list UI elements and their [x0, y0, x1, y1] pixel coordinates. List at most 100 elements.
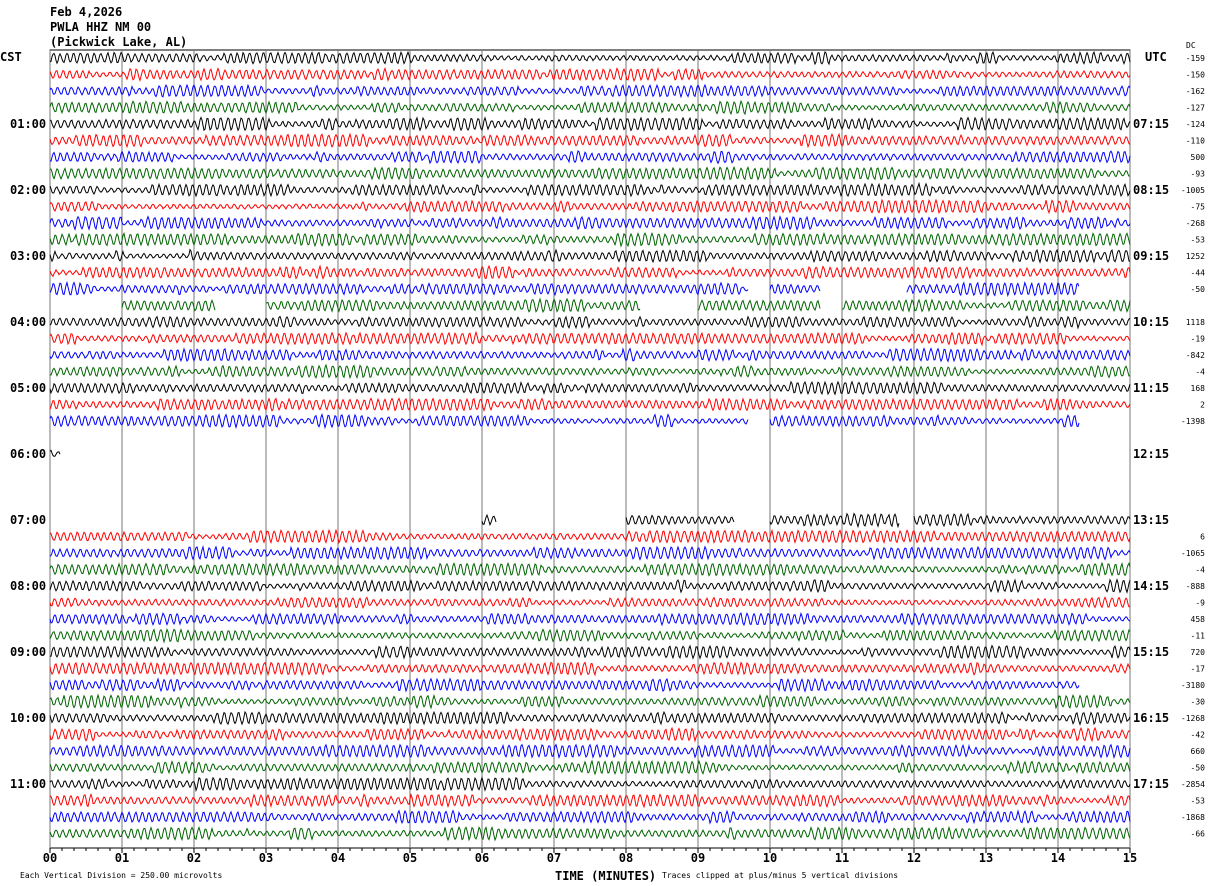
utc-label: UTC	[1145, 50, 1167, 64]
trace-row-12	[49, 248, 1131, 264]
dc-offset-label: -162	[1186, 87, 1205, 96]
trace-row-40	[49, 710, 1131, 726]
trace-row-6	[49, 150, 1131, 165]
dc-offset-label: -150	[1186, 71, 1205, 80]
cst-hour-label: 07:00	[10, 513, 47, 527]
trace-row-42	[49, 743, 1131, 760]
dc-offset-label: 2	[1200, 401, 1205, 410]
trace-row-46	[49, 809, 1131, 825]
trace-row-39	[49, 693, 1131, 710]
dc-offset-label: 720	[1191, 648, 1206, 657]
dc-offset-label: 1252	[1186, 252, 1205, 261]
x-tick-label: 00	[43, 851, 57, 865]
location-label: (Pickwick Lake, AL)	[50, 35, 188, 49]
dc-offset-label: -888	[1186, 582, 1205, 591]
trace-row-43	[49, 759, 1131, 776]
trace-row-17	[49, 330, 1131, 347]
trace-row-34	[49, 611, 1131, 627]
utc-hour-label: 08:15	[1133, 183, 1170, 197]
dc-offset-label: -42	[1191, 731, 1206, 740]
trace-row-5	[49, 132, 1131, 149]
trace-row-0	[49, 50, 1131, 66]
dc-label: DC	[1186, 41, 1196, 50]
cst-label: CST	[0, 50, 22, 64]
dc-offset-label: -93	[1191, 170, 1206, 179]
cst-hour-label: 11:00	[10, 777, 47, 791]
cst-hour-label: 03:00	[10, 249, 47, 263]
trace-row-1	[49, 66, 1131, 83]
trace-row-14	[769, 283, 821, 295]
utc-hour-label: 16:15	[1133, 711, 1170, 725]
dc-offset-label: 660	[1191, 747, 1206, 756]
dc-offset-label: -127	[1186, 104, 1205, 113]
cst-hour-label: 04:00	[10, 315, 47, 329]
trace-row-8	[49, 181, 1131, 198]
utc-hour-label: 17:15	[1133, 777, 1170, 791]
dc-offset-label: -1005	[1181, 186, 1205, 195]
x-tick-label: 07	[547, 851, 561, 865]
trace-row-14	[49, 280, 749, 297]
dc-offset-label: -50	[1191, 764, 1206, 773]
dc-offset-label: -30	[1191, 698, 1206, 707]
cst-hour-label: 06:00	[10, 447, 47, 461]
trace-row-30	[49, 544, 1131, 561]
trace-row-15	[121, 299, 216, 312]
trace-row-22	[769, 414, 1080, 428]
trace-row-32	[49, 578, 1131, 594]
x-tick-label: 12	[907, 851, 921, 865]
trace-row-28	[913, 512, 1131, 528]
cst-hour-label: 01:00	[10, 117, 47, 131]
dc-offset-label: 458	[1191, 615, 1206, 624]
x-tick-label: 15	[1123, 851, 1137, 865]
trace-row-4	[49, 116, 1131, 132]
dc-offset-label: -124	[1186, 120, 1205, 129]
utc-hour-label: 11:15	[1133, 381, 1170, 395]
trace-row-16	[49, 315, 1131, 330]
dc-offset-label: -2854	[1181, 780, 1205, 789]
dc-offset-label: -3180	[1181, 681, 1205, 690]
x-tick-label: 10	[763, 851, 777, 865]
trace-row-36	[50, 644, 1131, 660]
scale-note: Each Vertical Division = 250.00 microvol…	[20, 871, 223, 880]
trace-row-38	[49, 677, 1080, 693]
utc-hour-label: 12:15	[1133, 447, 1170, 461]
trace-row-28	[769, 512, 900, 529]
cst-hour-label: 10:00	[10, 711, 47, 725]
utc-hour-label: 13:15	[1133, 513, 1170, 527]
x-tick-label: 01	[115, 851, 129, 865]
x-tick-label: 02	[187, 851, 201, 865]
dc-offset-label: -4	[1195, 566, 1205, 575]
dc-offset-label: -9	[1195, 599, 1205, 608]
dc-offset-label: 168	[1191, 384, 1206, 393]
trace-row-15	[842, 298, 1131, 313]
x-tick-label: 08	[619, 851, 633, 865]
x-tick-label: 04	[331, 851, 345, 865]
trace-row-18	[49, 347, 1131, 363]
trace-row-7	[50, 165, 1131, 181]
dc-offset-label: -4	[1195, 368, 1205, 377]
trace-row-9	[49, 198, 1131, 215]
trace-row-22	[49, 413, 749, 430]
dc-offset-label: -19	[1191, 335, 1206, 344]
x-tick-label: 03	[259, 851, 273, 865]
dc-offset-label: -1065	[1181, 549, 1205, 558]
dc-offset-label: -1268	[1181, 714, 1205, 723]
dc-offset-label: 500	[1191, 153, 1206, 162]
dc-offset-label: -842	[1186, 351, 1205, 360]
trace-row-11	[49, 231, 1131, 248]
dc-offset-label: -66	[1191, 830, 1206, 839]
dc-offset-label: -11	[1191, 632, 1206, 641]
cst-hour-label: 02:00	[10, 183, 47, 197]
trace-row-2	[49, 83, 1131, 99]
dc-offset-label: -1868	[1181, 813, 1205, 822]
dc-offset-label: -44	[1191, 269, 1206, 278]
trace-row-15	[697, 299, 821, 312]
trace-row-28	[625, 514, 735, 526]
cst-hour-label: 09:00	[10, 645, 47, 659]
utc-hour-label: 15:15	[1133, 645, 1170, 659]
date-label: Feb 4,2026	[50, 5, 123, 19]
x-tick-label: 13	[979, 851, 993, 865]
x-tick-label: 09	[691, 851, 705, 865]
x-tick-label: 11	[835, 851, 849, 865]
